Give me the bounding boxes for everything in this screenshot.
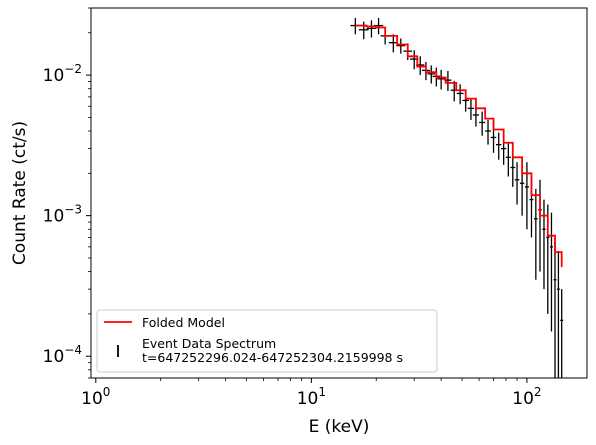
- plot-frame: [90, 7, 588, 379]
- legend-model-label: Folded Model: [142, 315, 225, 330]
- x-tick-label: 101: [297, 385, 326, 409]
- legend-box: [96, 309, 438, 373]
- legend-event-label: Event Data Spectrum: [142, 336, 276, 351]
- legend-event-sublabel: t=647252296.024-647252304.2159998 s: [142, 350, 403, 365]
- x-axis-label: E (keV): [309, 417, 370, 437]
- legend: Folded Model Event Data Spectrumt=6472522…: [96, 309, 438, 373]
- x-tick-label: 100: [81, 385, 110, 409]
- ticks-layer: 100 101 102 10−4 10−3 10−2: [43, 7, 542, 409]
- y-tick-label: 10−2: [43, 62, 82, 86]
- y-axis-label: Count Rate (ct/s): [10, 121, 30, 265]
- x-tick-label: 102: [512, 385, 541, 409]
- y-tick-label: 10−3: [43, 203, 82, 227]
- y-tick-label: 10−4: [43, 343, 82, 367]
- folded-model-line: [355, 24, 563, 268]
- data-layer: [350, 17, 564, 378]
